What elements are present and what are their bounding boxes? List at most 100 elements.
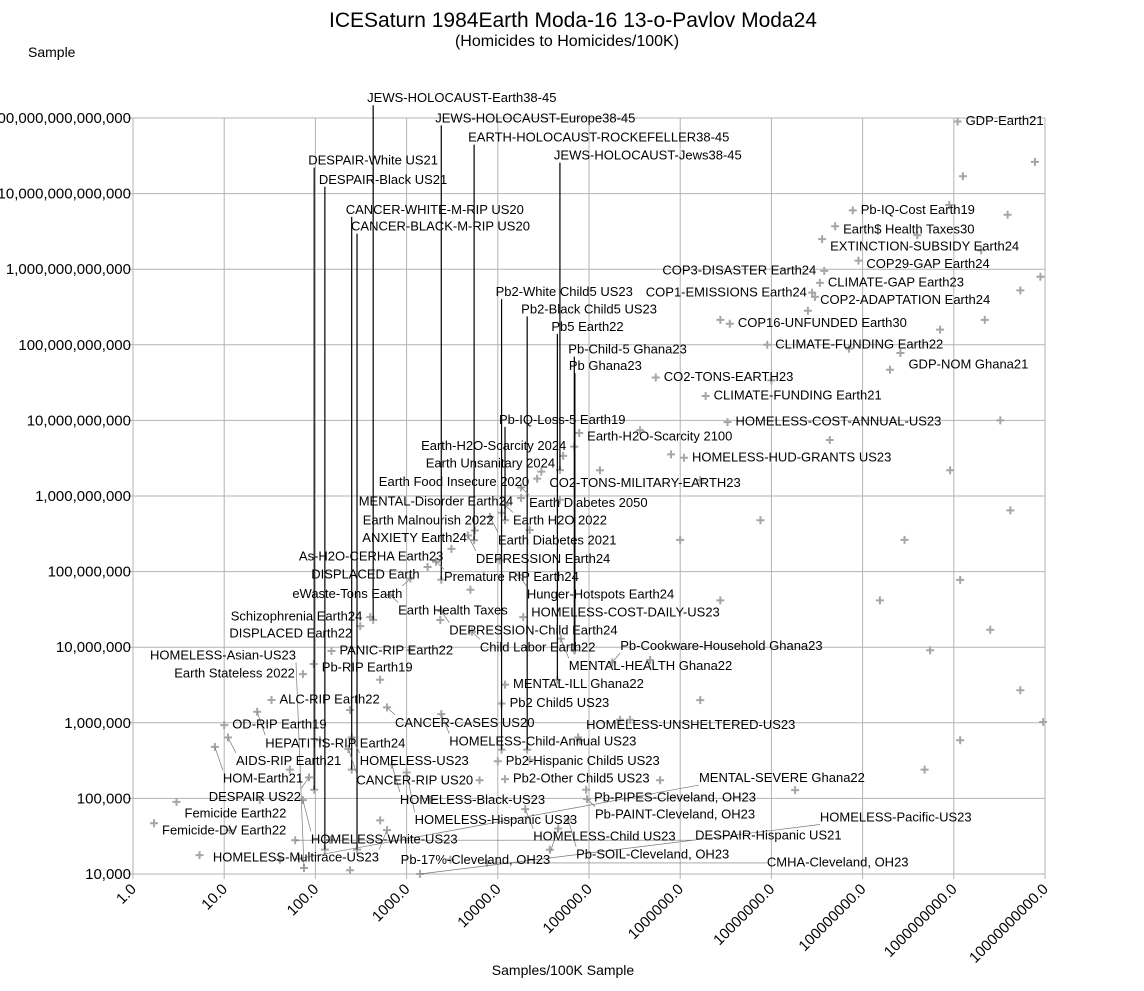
point-label: HOMELESS-Hispanic US23 — [415, 812, 578, 827]
point-label: CANCER-RIP US20 — [356, 773, 473, 788]
point-label: Pb2-Other Child5 US23 — [513, 771, 650, 786]
data-point — [501, 775, 510, 784]
data-point — [791, 786, 800, 795]
data-point — [986, 625, 995, 634]
point-label: HOM-Earth21 — [223, 770, 303, 785]
data-point — [815, 278, 824, 287]
x-tick-label: 100.0 — [284, 881, 323, 920]
data-point — [285, 765, 294, 774]
point-label: MENTAL-HEALTH Ghana22 — [569, 658, 733, 673]
data-point — [977, 246, 986, 255]
y-tick-label: 10,000,000,000 — [27, 412, 131, 429]
point-label: MENTAL-ILL Ghana22 — [513, 676, 644, 691]
data-point — [275, 855, 284, 864]
x-tick-label: 100000000.0 — [795, 881, 869, 955]
data-point — [519, 613, 528, 622]
data-point — [723, 418, 732, 427]
data-point — [1039, 718, 1048, 727]
data-point — [517, 494, 526, 503]
y-tick-label: 1,000,000,000 — [35, 488, 131, 505]
data-point — [667, 450, 676, 459]
leader-label: Pb2-White Child5 US23 — [496, 284, 633, 299]
point-label: CLIMATE-FUNDING Earth21 — [714, 388, 882, 403]
point-label: Premature RIP Earth24 — [444, 569, 579, 584]
point-label: DESPAIR-Hispanic US21 — [695, 828, 841, 843]
data-point — [195, 851, 204, 860]
point-label: HOMELESS-US23 — [360, 753, 469, 768]
data-point — [696, 696, 705, 705]
x-tick-label: 1000000.0 — [625, 881, 687, 943]
data-point — [946, 466, 955, 475]
label-connector — [227, 737, 237, 754]
x-tick-label: 10000.0 — [454, 881, 504, 931]
label-connector — [440, 610, 450, 623]
leader-label: JEWS-HOLOCAUST-Jews38-45 — [554, 148, 742, 163]
data-point — [936, 325, 945, 334]
data-point — [716, 596, 725, 605]
point-label: CO2-TONS-EARTH23 — [664, 369, 794, 384]
data-point — [953, 117, 962, 126]
data-point — [956, 575, 965, 584]
x-tick-label: 1000.0 — [369, 881, 413, 925]
data-point — [646, 656, 655, 665]
y-tick-label: 1,000,000 — [64, 715, 131, 732]
y-tick-label: 10,000,000 — [56, 639, 131, 656]
data-point — [495, 556, 504, 565]
point-label: Pb2-Hispanic Child5 US23 — [506, 753, 660, 768]
point-label: HOMELESS-White-US23 — [311, 832, 458, 847]
label-connector — [567, 819, 577, 847]
point-label: COP29-GAP Earth24 — [866, 256, 989, 271]
x-tick-label: 10000000.0 — [710, 881, 778, 949]
data-point — [554, 824, 563, 833]
point-label: Earth Malnourish 2022 — [363, 512, 494, 527]
point-label: Earth Diabetes 2050 — [529, 495, 648, 510]
label-connector — [406, 772, 415, 813]
point-label: Earth Stateless 2022 — [174, 666, 295, 681]
leader-label: Pb5 Earth22 — [551, 319, 623, 334]
y-tick-label: 10,000,000,000,000 — [0, 186, 131, 203]
x-tick-label: 10.0 — [198, 881, 231, 914]
y-tick-label: 100,000,000,000 — [18, 337, 131, 354]
point-label: DESPAIR US22 — [209, 789, 301, 804]
point-label: DISPLACED Earth22 — [229, 626, 352, 641]
point-label: MENTAL-Disorder Earth24 — [359, 494, 513, 509]
point-label: GDP-Earth21 — [966, 113, 1044, 128]
point-label: CO2-TONS-MILITARY-EARTH23 — [549, 475, 740, 490]
data-point — [875, 596, 884, 605]
data-point — [763, 340, 772, 349]
data-point — [636, 426, 645, 435]
data-point — [446, 855, 455, 864]
data-point — [298, 670, 307, 679]
data-point — [545, 845, 554, 854]
x-tick-label: 1.0 — [113, 881, 140, 908]
label-connector — [298, 784, 700, 859]
data-point — [225, 826, 234, 835]
data-point — [220, 721, 229, 730]
point-label: Pb-PAINT-Cleveland, OH23 — [595, 807, 755, 822]
leader-label: EARTH-HOLOCAUST-ROCKEFELLER38-45 — [468, 130, 729, 145]
label-connector — [586, 798, 596, 807]
point-label: As-H2O-CERHA Earth23 — [299, 548, 444, 563]
point-label: HOMELESS-Pacific-US23 — [820, 810, 972, 825]
data-point — [926, 646, 935, 655]
x-tick-label: 100000.0 — [540, 881, 596, 937]
point-label: COP16-UNFUNDED Earth30 — [738, 315, 907, 330]
label-connector — [435, 561, 445, 570]
data-point — [956, 736, 965, 745]
data-point — [651, 373, 660, 382]
label-connector — [348, 748, 357, 773]
point-label: Pb-SOIL-Cleveland, OH23 — [576, 847, 729, 862]
point-label: HOMELESS-Child-Annual US23 — [449, 734, 636, 749]
data-point — [447, 544, 456, 553]
point-label: HOMELESS-UNSHELTERED-US23 — [586, 717, 795, 732]
label-connector — [560, 638, 570, 659]
data-point — [436, 615, 445, 624]
data-point — [716, 315, 725, 324]
y-axis-label: Sample — [28, 44, 76, 60]
data-point — [896, 348, 905, 357]
y-tick-label: 100,000,000 — [48, 564, 131, 581]
point-label: AIDS-RIP Earth21 — [236, 753, 341, 768]
data-point — [844, 344, 853, 353]
data-point — [304, 773, 313, 782]
